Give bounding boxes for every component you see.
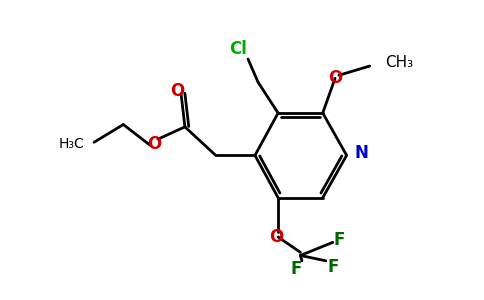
Text: F: F	[291, 260, 302, 278]
Text: O: O	[170, 82, 184, 100]
Text: N: N	[354, 144, 368, 162]
Text: F: F	[328, 258, 339, 276]
Text: Cl: Cl	[229, 40, 247, 58]
Text: F: F	[333, 231, 345, 249]
Text: H₃C: H₃C	[59, 137, 85, 151]
Text: CH₃: CH₃	[385, 56, 413, 70]
Text: O: O	[270, 228, 284, 246]
Text: O: O	[147, 135, 161, 153]
Text: O: O	[328, 69, 342, 87]
